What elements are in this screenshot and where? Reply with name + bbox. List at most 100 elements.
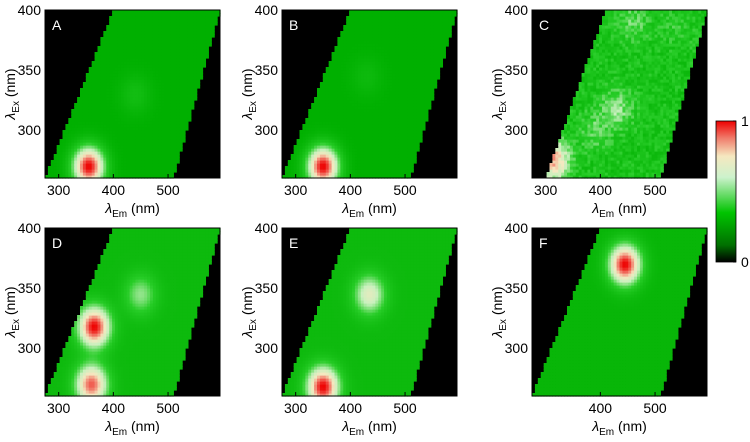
heatmap-cell — [129, 76, 134, 80]
heatmap-cell — [103, 148, 107, 152]
heatmap-cell — [126, 154, 131, 158]
heatmap-cell — [150, 37, 154, 41]
heatmap-cell — [147, 28, 151, 32]
heatmap-cell — [94, 118, 99, 122]
heatmap-cell — [167, 37, 172, 41]
heatmap-cell — [129, 49, 134, 53]
heatmap-cell — [147, 34, 151, 38]
heatmap-cell — [115, 40, 119, 44]
heatmap-cell — [155, 157, 160, 161]
heatmap-cell — [80, 112, 84, 116]
heatmap-cell — [161, 121, 166, 125]
heatmap-cell — [135, 106, 139, 110]
heatmap-cell — [123, 121, 128, 125]
heatmap-cell — [199, 25, 204, 29]
heatmap-cell — [176, 139, 180, 143]
heatmap-cell — [91, 85, 96, 89]
heatmap-cell — [155, 64, 160, 68]
heatmap-cell — [123, 25, 128, 29]
heatmap-cell — [135, 64, 139, 68]
heatmap-cell — [167, 10, 172, 14]
heatmap-cell — [179, 52, 183, 56]
heatmap-cell — [120, 37, 125, 41]
heatmap-cell — [352, 175, 356, 179]
heatmap-cell — [176, 52, 180, 56]
heatmap-cell — [150, 109, 154, 113]
heatmap-cell — [155, 106, 160, 110]
heatmap-cell — [185, 64, 189, 68]
heatmap-cell — [150, 175, 154, 179]
heatmap-cell — [91, 91, 96, 95]
heatmap-cell — [158, 22, 163, 26]
heatmap-cell — [155, 151, 160, 155]
heatmap-cell — [199, 55, 204, 59]
heatmap-cell — [97, 76, 102, 80]
heatmap-cell — [80, 148, 84, 152]
heatmap-cell — [123, 124, 128, 128]
heatmap-cell — [360, 166, 365, 170]
heatmap-cell — [182, 55, 186, 59]
heatmap-cell — [141, 160, 145, 164]
heatmap-cell — [152, 157, 157, 161]
heatmap-cell — [97, 61, 102, 65]
heatmap-cell — [176, 103, 180, 107]
heatmap-cell — [150, 118, 154, 122]
heatmap-cell — [147, 133, 151, 137]
heatmap-cell — [120, 100, 125, 104]
heatmap-cell — [190, 31, 195, 35]
heatmap-cell — [97, 151, 102, 155]
heatmap-cell — [88, 85, 93, 89]
heatmap-cell — [193, 67, 198, 71]
heatmap-cell — [150, 139, 154, 143]
heatmap-cell — [144, 40, 148, 44]
heatmap-cell — [164, 139, 169, 143]
heatmap-cell — [129, 67, 134, 71]
heatmap-cell — [132, 97, 137, 101]
heatmap-cell — [158, 52, 163, 56]
heatmap-cell — [109, 43, 113, 47]
heatmap-cell — [71, 145, 75, 149]
heatmap-cell — [82, 103, 87, 107]
heatmap-cell — [132, 82, 137, 86]
heatmap-cell — [88, 169, 93, 173]
heatmap-cell — [317, 172, 321, 176]
heatmap-cell — [94, 142, 99, 146]
heatmap-cell — [150, 142, 154, 146]
heatmap-cell — [193, 52, 198, 56]
heatmap-cell — [150, 163, 154, 167]
heatmap-cell — [91, 139, 96, 143]
heatmap-cell — [202, 31, 207, 35]
heatmap-cell — [117, 97, 122, 101]
heatmap-cell — [132, 154, 137, 158]
heatmap-cell — [97, 172, 102, 176]
heatmap-cell — [141, 25, 145, 29]
heatmap-cell — [115, 124, 119, 128]
heatmap-cell — [193, 49, 198, 53]
heatmap-cell — [82, 175, 87, 179]
heatmap-cell — [150, 136, 154, 140]
heatmap-cell — [94, 85, 99, 89]
heatmap-cell — [354, 172, 359, 176]
heatmap-cell — [360, 175, 365, 179]
heatmap-cell — [100, 91, 104, 95]
heatmap-cell — [91, 109, 96, 113]
heatmap-cell — [71, 166, 75, 170]
heatmap-cell — [68, 172, 72, 176]
heatmap-cell — [152, 160, 157, 164]
heatmap-cell — [199, 43, 204, 47]
heatmap-cell — [123, 118, 128, 122]
x-axis-symbol: λ — [104, 200, 112, 216]
heatmap-cell — [65, 127, 69, 131]
heatmap-cell — [187, 61, 192, 65]
heatmap-cell — [135, 10, 139, 14]
heatmap-cell — [144, 142, 148, 146]
heatmap-cell — [85, 130, 90, 134]
heatmap-cell — [123, 112, 128, 116]
heatmap-cell — [115, 52, 119, 56]
heatmap-cell — [208, 31, 212, 35]
heatmap-cell — [109, 145, 113, 149]
heatmap-cell — [97, 160, 102, 164]
heatmap-cell — [144, 172, 148, 176]
heatmap-cell — [141, 166, 145, 170]
heatmap-cell — [59, 172, 64, 176]
